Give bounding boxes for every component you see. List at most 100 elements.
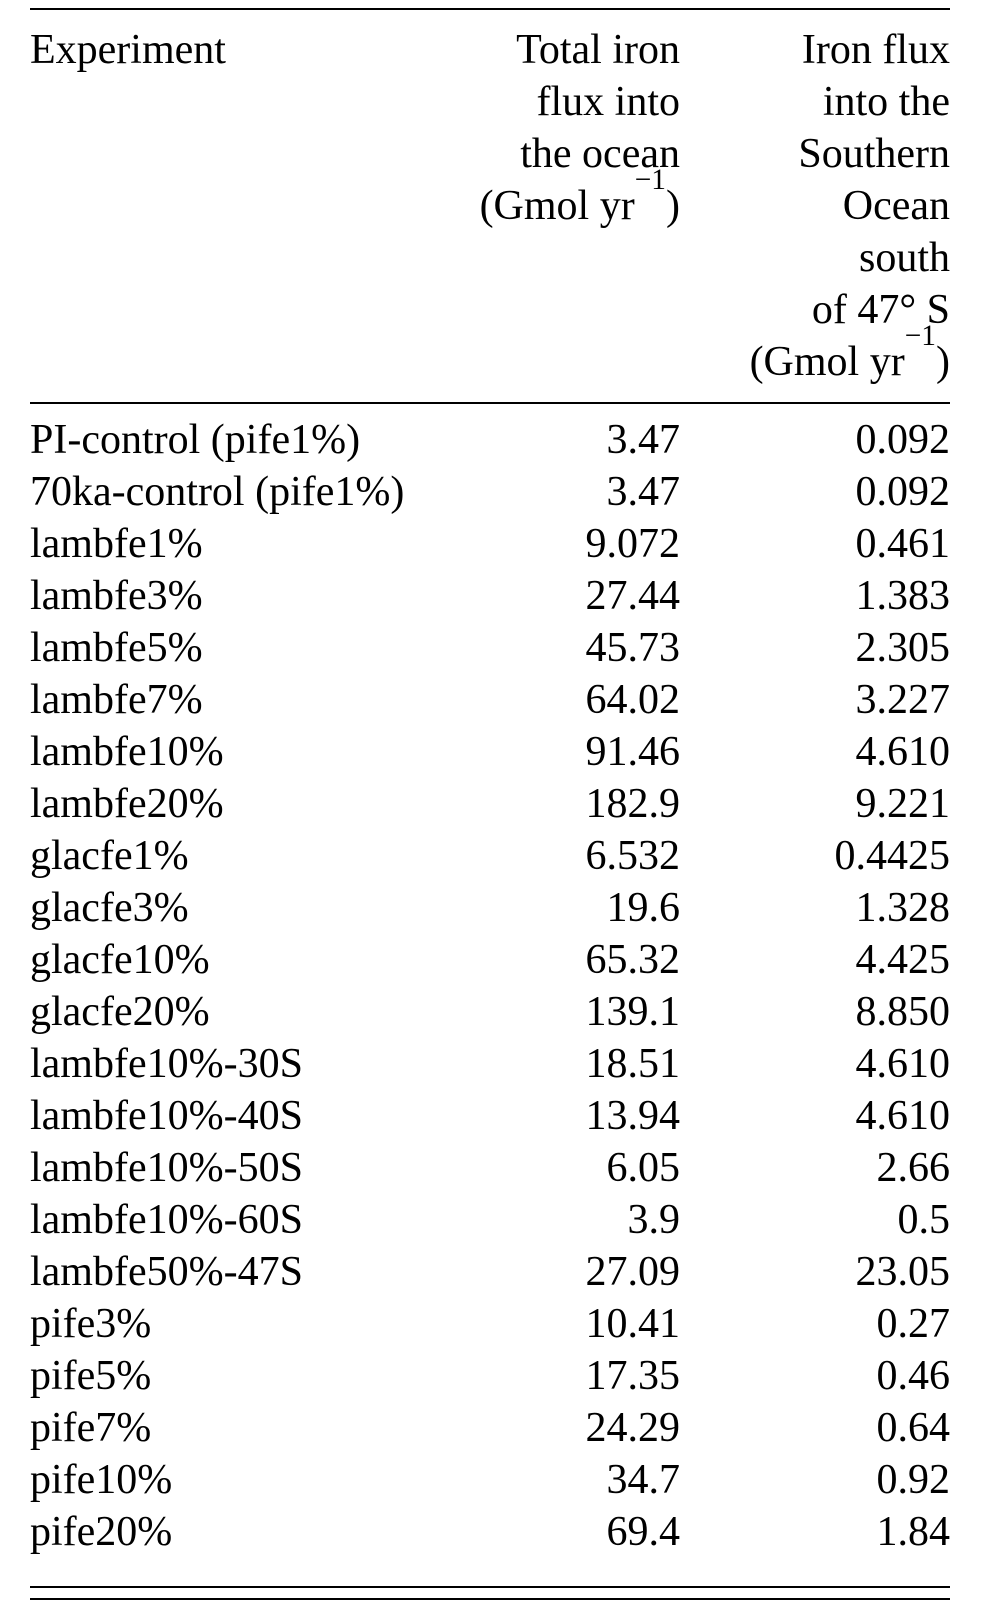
experiment-cell: pife7% <box>30 1405 152 1451</box>
experiment-cell: lambfe10%-50S <box>30 1145 303 1191</box>
total-iron-flux-cell: 27.44 <box>585 573 681 619</box>
header-line: south <box>858 235 950 281</box>
table-row: lambfe1% 9.072 0.461 <box>30 518 950 570</box>
bottom-rule-line <box>30 1598 950 1600</box>
experiments-table-container: Experiment Total iron flux into the ocea… <box>30 8 950 1600</box>
table-row: lambfe3% 27.44 1.383 <box>30 570 950 622</box>
header-line: Total iron <box>516 27 680 73</box>
table-body: PI-control (pife1%) 3.47 0.092 70ka-cont… <box>30 403 950 1566</box>
table-row: pife20% 69.4 1.84 <box>30 1506 950 1566</box>
table-row: pife10% 34.7 0.92 <box>30 1454 950 1506</box>
experiment-cell: pife5% <box>30 1353 152 1399</box>
experiment-cell: pife3% <box>30 1301 152 1347</box>
unit-suffix: ) <box>936 339 950 385</box>
unit-prefix: (Gmol yr <box>749 339 905 385</box>
table-row: lambfe50%-47S 27.09 23.05 <box>30 1246 950 1298</box>
table-row: lambfe10%-30S 18.51 4.610 <box>30 1038 950 1090</box>
southern-ocean-flux-cell: 23.05 <box>855 1249 951 1295</box>
experiment-cell: pife10% <box>30 1457 173 1503</box>
header-line: Iron flux <box>801 27 950 73</box>
total-iron-flux-cell: 3.9 <box>627 1197 681 1243</box>
southern-ocean-flux-cell: 8.850 <box>855 989 951 1035</box>
header-line: the ocean <box>520 131 680 177</box>
table-row: lambfe20% 182.9 9.221 <box>30 778 950 830</box>
total-iron-flux-cell: 139.1 <box>585 989 681 1035</box>
southern-ocean-flux-cell: 4.425 <box>855 937 951 983</box>
southern-ocean-flux-cell: 4.610 <box>855 1093 951 1139</box>
experiment-cell: glacfe3% <box>30 885 189 931</box>
column-header-southern-ocean-flux: Iron flux into the Southern Ocean south … <box>680 9 950 404</box>
table-bottom-rule <box>30 1586 950 1600</box>
southern-ocean-flux-cell: 1.84 <box>876 1509 951 1555</box>
table-row: lambfe7% 64.02 3.227 <box>30 674 950 726</box>
header-line: flux into <box>536 79 681 125</box>
experiment-cell: glacfe20% <box>30 989 210 1035</box>
table-row: pife7% 24.29 0.64 <box>30 1402 950 1454</box>
unit-superscript: −1 <box>904 320 936 353</box>
southern-ocean-flux-cell: 0.092 <box>855 469 951 515</box>
southern-ocean-flux-cell: 2.66 <box>876 1145 951 1191</box>
experiment-cell: lambfe20% <box>30 781 224 827</box>
column-header-total-iron-flux: Total iron flux into the ocean (Gmol yr−… <box>430 9 681 404</box>
southern-ocean-flux-cell: 0.46 <box>876 1353 951 1399</box>
table-row: glacfe10% 65.32 4.425 <box>30 934 950 986</box>
table-row: glacfe1% 6.532 0.4425 <box>30 830 950 882</box>
southern-ocean-flux-cell: 1.383 <box>855 573 951 619</box>
southern-ocean-flux-cell: 4.610 <box>855 729 951 775</box>
unit-superscript: −1 <box>634 164 666 197</box>
total-iron-flux-cell: 19.6 <box>606 885 681 931</box>
header-row: Experiment Total iron flux into the ocea… <box>30 9 950 404</box>
total-iron-flux-cell: 64.02 <box>585 677 681 723</box>
southern-ocean-flux-cell: 2.305 <box>855 625 951 671</box>
southern-ocean-flux-cell: 3.227 <box>855 677 951 723</box>
experiment-cell: lambfe3% <box>30 573 203 619</box>
experiments-table: Experiment Total iron flux into the ocea… <box>30 8 950 1566</box>
total-iron-flux-cell: 45.73 <box>585 625 681 671</box>
southern-ocean-flux-cell: 0.92 <box>876 1457 951 1503</box>
table-row: lambfe10%-40S 13.94 4.610 <box>30 1090 950 1142</box>
total-iron-flux-cell: 6.05 <box>606 1145 681 1191</box>
table-row: pife5% 17.35 0.46 <box>30 1350 950 1402</box>
experiment-cell: 70ka-control (pife1%) <box>30 469 405 515</box>
total-iron-flux-cell: 3.47 <box>606 469 681 515</box>
total-iron-flux-cell: 10.41 <box>585 1301 681 1347</box>
experiment-cell: lambfe7% <box>30 677 203 723</box>
total-iron-flux-cell: 6.532 <box>585 833 681 879</box>
experiment-cell: lambfe50%-47S <box>30 1249 303 1295</box>
table-row: lambfe10%-50S 6.05 2.66 <box>30 1142 950 1194</box>
header-line: Southern <box>798 131 950 177</box>
table-row: lambfe10% 91.46 4.610 <box>30 726 950 778</box>
experiment-cell: lambfe10%-40S <box>30 1093 303 1139</box>
total-iron-flux-cell: 91.46 <box>585 729 681 775</box>
total-iron-flux-cell: 182.9 <box>585 781 681 827</box>
unit-suffix: ) <box>666 183 680 229</box>
experiment-cell: lambfe10% <box>30 729 224 775</box>
total-iron-flux-cell: 65.32 <box>585 937 681 983</box>
southern-ocean-flux-cell: 0.5 <box>897 1197 951 1243</box>
total-iron-flux-cell: 34.7 <box>606 1457 681 1503</box>
experiment-cell: lambfe5% <box>30 625 203 671</box>
header-line: of 47° S <box>811 287 950 333</box>
table-row: lambfe10%-60S 3.9 0.5 <box>30 1194 950 1246</box>
total-iron-flux-cell: 3.47 <box>606 417 681 463</box>
unit-prefix: (Gmol yr <box>479 183 635 229</box>
experiment-cell: glacfe1% <box>30 833 189 879</box>
unit-label: (Gmol yr−1) <box>680 322 950 388</box>
table-header: Experiment Total iron flux into the ocea… <box>30 9 950 404</box>
experiment-cell: lambfe1% <box>30 521 203 567</box>
table-row: glacfe3% 19.6 1.328 <box>30 882 950 934</box>
total-iron-flux-cell: 24.29 <box>585 1405 681 1451</box>
unit-label: (Gmol yr−1) <box>430 166 680 232</box>
table-row: 70ka-control (pife1%) 3.47 0.092 <box>30 466 950 518</box>
southern-ocean-flux-cell: 0.461 <box>855 521 951 567</box>
table-row: glacfe20% 139.1 8.850 <box>30 986 950 1038</box>
table-row: PI-control (pife1%) 3.47 0.092 <box>30 403 950 466</box>
southern-ocean-flux-cell: 0.27 <box>876 1301 951 1347</box>
experiment-cell: lambfe10%-60S <box>30 1197 303 1243</box>
total-iron-flux-cell: 13.94 <box>585 1093 681 1139</box>
total-iron-flux-cell: 9.072 <box>585 521 681 567</box>
southern-ocean-flux-cell: 9.221 <box>855 781 951 827</box>
table-row: lambfe5% 45.73 2.305 <box>30 622 950 674</box>
experiment-cell: glacfe10% <box>30 937 210 983</box>
header-line: into the <box>822 79 950 125</box>
